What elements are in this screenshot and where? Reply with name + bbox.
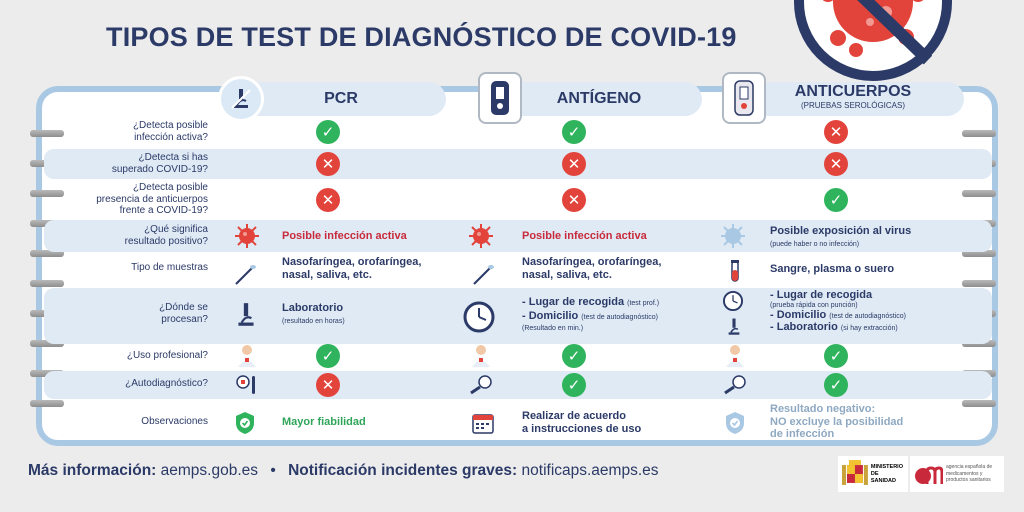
binder-ring xyxy=(30,400,64,407)
test-cassette-icon xyxy=(478,72,522,124)
column-header-label: ANTÍGENO xyxy=(556,90,642,107)
swab-icon xyxy=(235,265,256,285)
sample-type-pcr: Nasofaríngea, orofaríngea, nasal, saliva,… xyxy=(282,256,422,281)
magnifier-icon xyxy=(470,375,492,395)
cross-icon: ✕ xyxy=(316,188,340,212)
virus-icon xyxy=(469,224,493,248)
doctor-icon xyxy=(726,345,744,367)
shield-check-icon xyxy=(726,412,744,434)
question-text: ¿Uso profesional? xyxy=(126,350,208,361)
column-header-pcr: PCR xyxy=(236,82,446,116)
observation-antigeno: Realizar de acuerdo a instrucciones de us… xyxy=(522,410,642,435)
column-header-label: ANTICUERPOS xyxy=(794,83,912,100)
magnifier-icon xyxy=(724,375,746,395)
binder-ring xyxy=(962,250,996,257)
check-icon: ✓ xyxy=(562,373,586,397)
thermometer-icon xyxy=(236,375,255,394)
binder-ring xyxy=(962,400,996,407)
page-title: TIPOS DE TEST DE DIAGNÓSTICO DE COVID-19 xyxy=(106,22,737,52)
column-header-anticuerpos: ANTICUERPOS (PRUEBAS SEROLÓGICAS) xyxy=(742,82,964,116)
process-location-pcr: Laboratorio (resultado en horas) xyxy=(282,302,345,325)
table-row xyxy=(44,220,992,252)
notification-link[interactable]: notificaps.aemps.es xyxy=(521,462,659,479)
positive-meaning-pcr: Posible infección activa xyxy=(282,230,407,242)
question-text: ¿Qué significa resultado positivo? xyxy=(124,224,208,247)
question-text: ¿Dónde se procesan? xyxy=(159,302,208,325)
check-icon: ✓ xyxy=(824,373,848,397)
binder-ring xyxy=(962,280,996,287)
cross-icon: ✕ xyxy=(316,152,340,176)
column-header-antigeno: ANTÍGENO xyxy=(496,82,702,116)
blood-tube-icon xyxy=(731,260,739,282)
shield-check-icon xyxy=(236,412,254,434)
binder-ring xyxy=(30,250,64,257)
sample-type-antigeno: Nasofaríngea, orofaríngea, nasal, saliva,… xyxy=(522,256,662,281)
binder-ring xyxy=(30,190,64,197)
aemps-logo: agencia española de medicamentos y product… xyxy=(910,456,1004,492)
ministerio-text: MINISTERIO DE SANIDAD xyxy=(870,463,903,484)
clock-icon xyxy=(722,290,744,312)
check-icon: ✓ xyxy=(824,344,848,368)
aemps-mark-icon xyxy=(915,466,943,484)
doctor-icon xyxy=(238,345,256,367)
microscope-icon xyxy=(728,318,740,335)
cross-icon: ✕ xyxy=(316,373,340,397)
binder-ring xyxy=(30,280,64,287)
check-icon: ✓ xyxy=(562,344,586,368)
table-row xyxy=(44,288,992,344)
info-link[interactable]: aemps.gob.es xyxy=(160,462,259,479)
virus-outline-icon xyxy=(721,224,745,248)
swab-icon xyxy=(473,265,494,285)
question-text: Observaciones xyxy=(141,416,208,427)
binder-ring xyxy=(30,130,64,137)
observation-pcr: Mayor fiabilidad xyxy=(282,416,366,428)
check-icon: ✓ xyxy=(824,188,848,212)
question-text: Tipo de muestras xyxy=(131,262,208,273)
question-text: ¿Detecta posible infección activa? xyxy=(132,120,208,143)
doctor-icon xyxy=(472,345,490,367)
positive-meaning-anticuerpos: Posible exposición al virus (puede haber… xyxy=(770,225,912,248)
column-header-label: PCR xyxy=(324,90,358,107)
question-text: ¿Detecta si has superado COVID-19? xyxy=(111,152,208,175)
question-text: ¿Detecta posible presencia de anticuerpos… xyxy=(96,182,208,216)
cross-icon: ✕ xyxy=(562,188,586,212)
footer-info: Más información: aemps.gob.es • Notifica… xyxy=(28,462,659,479)
observation-anticuerpos: Resultado negativo: NO excluye la posibil… xyxy=(770,403,904,440)
check-icon: ✓ xyxy=(316,344,340,368)
no-virus-icon xyxy=(794,0,952,81)
positive-meaning-antigeno: Posible infección activa xyxy=(522,230,647,242)
question-text: ¿Autodiagnóstico? xyxy=(125,378,208,389)
binder-ring xyxy=(962,190,996,197)
question-row-1: ¿Detecta posible infección activa? xyxy=(60,120,208,144)
ministerio-sanidad-logo: MINISTERIO DE SANIDAD xyxy=(838,456,908,492)
binder-ring xyxy=(962,130,996,137)
virus-icon xyxy=(235,224,259,248)
cross-icon: ✕ xyxy=(562,152,586,176)
aemps-text: agencia española de medicamentos y product… xyxy=(946,464,993,484)
process-location-antigeno: - Lugar de recogida (test prof.) - Domic… xyxy=(522,296,660,332)
check-icon: ✓ xyxy=(316,120,340,144)
calendar-icon xyxy=(472,414,494,434)
sample-type-anticuerpos: Sangre, plasma o suero xyxy=(770,263,895,275)
check-icon: ✓ xyxy=(562,120,586,144)
cross-icon: ✕ xyxy=(824,120,848,144)
microscope-icon xyxy=(218,76,264,122)
column-header-subtitle: (PRUEBAS SEROLÓGICAS) xyxy=(800,101,906,110)
cross-icon: ✕ xyxy=(824,152,848,176)
blood-test-cassette-icon xyxy=(722,72,766,124)
binder-ring xyxy=(30,340,64,347)
process-location-anticuerpos: - Lugar de recogida (prueba rápida con p… xyxy=(770,289,906,333)
coat-of-arms-icon xyxy=(841,460,868,485)
microscope-icon xyxy=(238,303,254,326)
clock-icon xyxy=(463,301,495,333)
